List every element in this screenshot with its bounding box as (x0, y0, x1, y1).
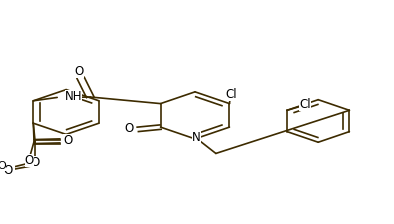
Text: O: O (3, 164, 12, 177)
Text: O: O (74, 65, 84, 78)
Text: O: O (63, 136, 72, 149)
Text: NH: NH (65, 90, 82, 103)
Text: O: O (25, 154, 34, 167)
Text: O: O (0, 162, 6, 171)
Text: O: O (124, 122, 133, 136)
Text: Cl: Cl (225, 88, 237, 101)
Text: O: O (63, 134, 72, 147)
Text: O: O (31, 156, 40, 169)
Text: N: N (192, 131, 201, 144)
Text: Cl: Cl (299, 98, 311, 111)
